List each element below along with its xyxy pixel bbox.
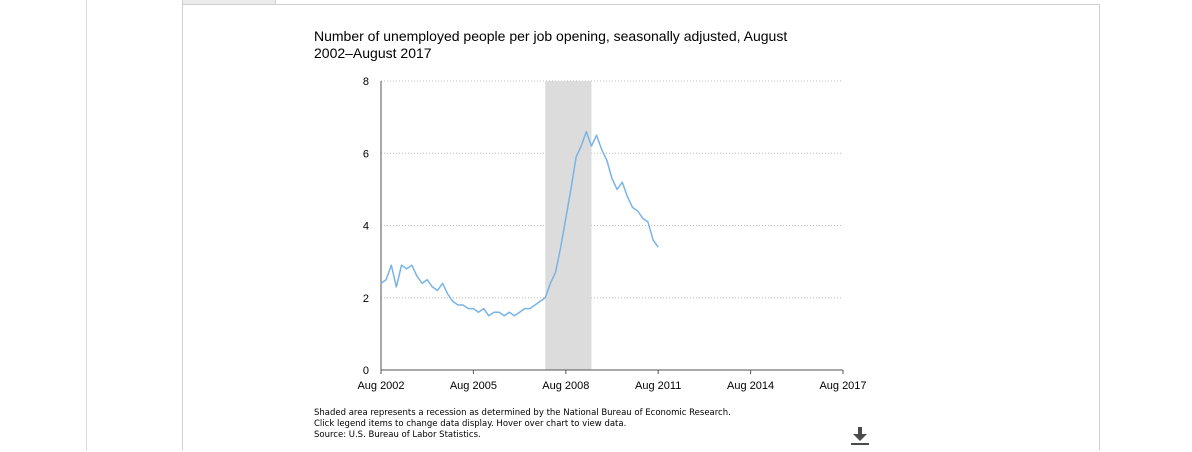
series-lines[interactable] [380,130,659,317]
y-tick-label-4: 4 [363,221,369,233]
axes [380,81,843,371]
y-tick-labels: 0 2 4 6 8 [363,76,369,377]
y-tick-label-2: 2 [363,293,369,305]
series-line-0[interactable] [380,130,659,317]
note-recession: Shaded area represents a recession as de… [314,408,731,418]
grid-lines [381,80,843,299]
page-left-border [86,0,87,450]
chart-panel [182,4,1100,450]
chart-notes: Shaded area represents a recession as de… [314,408,731,441]
chart-title: Number of unemployed people per job open… [314,28,788,61]
x-tick-label-3: Aug 2011 [635,380,681,392]
recession-band [545,81,592,370]
x-tick-label-5: Aug 2017 [819,380,866,392]
x-tick-label-0: Aug 2002 [357,380,404,392]
download-button[interactable] [849,425,871,447]
tab-stub[interactable] [182,0,276,5]
x-tick-label-2: Aug 2008 [542,380,589,392]
y-tick-label-0: 0 [363,365,369,377]
x-tick-label-1: Aug 2005 [450,380,497,392]
x-tick-label-4: Aug 2014 [727,380,774,392]
download-icon [851,427,869,445]
x-tick-labels: Aug 2002 Aug 2005 Aug 2008 Aug 2011 Aug 2014… [357,370,867,392]
y-tick-label-8: 8 [363,76,369,88]
note-instructions: Click legend items to change data displa… [314,419,627,429]
note-source: Source: U.S. Bureau of Labor Statistics. [314,430,481,440]
y-tick-label-6: 6 [363,148,369,160]
recession-shading [545,81,592,370]
